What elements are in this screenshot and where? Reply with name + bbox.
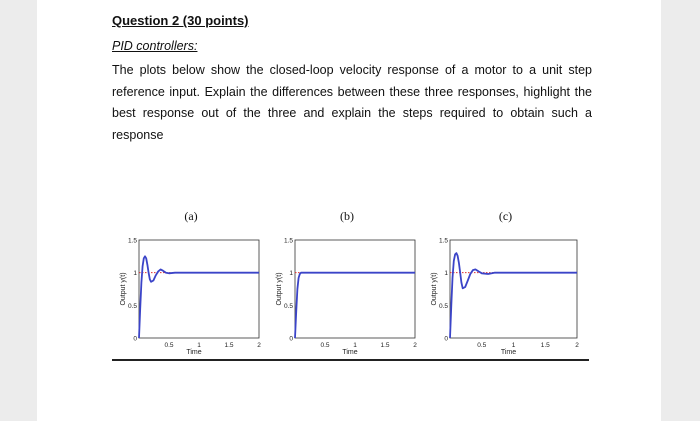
chart-1-response-line <box>138 255 259 339</box>
chart-2-ytick-label: 0.5 <box>284 303 293 310</box>
chart-2-ylabel: Output y(t) <box>276 272 283 305</box>
bottom-rule <box>112 359 589 361</box>
chart-1-xtick-label: 0.5 <box>164 342 173 349</box>
question-subtitle: PID controllers: <box>112 39 198 53</box>
plots-svg: (a) 0 0.5 1 1.5 0.5 1 1.5 2 Time Output y(t) (b) 0 0.… <box>120 209 579 356</box>
chart-3-ytick-label: 1.5 <box>439 238 448 245</box>
chart-2-xtick-label: 1.5 <box>380 342 389 349</box>
chart-2-frame <box>294 239 416 339</box>
chart-1-ytick-label: 1 <box>133 270 137 277</box>
chart-1-xtick-label: 1 <box>197 342 201 349</box>
chart-3-response-line <box>449 252 577 339</box>
chart-3-xtick-label: 2 <box>575 342 579 349</box>
chart-3-xtick-label: 1.5 <box>541 342 550 349</box>
chart-3-xlabel: Time <box>501 349 516 356</box>
chart-1-ytick-label: 1.5 <box>128 238 137 245</box>
chart-3-ytick-label: 0.5 <box>439 303 448 310</box>
plots-figure: (a) 0 0.5 1 1.5 0.5 1 1.5 2 Time Output y(t) (b) 0 0.… <box>37 195 661 370</box>
chart-3-ylabel: Output y(t) <box>431 272 438 305</box>
chart-3-frame <box>449 239 578 339</box>
chart-1-ylabel: Output y(t) <box>120 272 127 305</box>
chart-1-ytick-label: 0.5 <box>128 303 137 310</box>
chart-1-title: (a) <box>184 209 197 223</box>
chart-2-ytick-label: 1.5 <box>284 238 293 245</box>
chart-3-title: (c) <box>499 209 512 223</box>
chart-3-xtick-label: 0.5 <box>477 342 486 349</box>
chart-3-xtick-label: 1 <box>512 342 516 349</box>
chart-2-xtick-label: 1 <box>353 342 357 349</box>
chart-1-ytick-label: 0 <box>133 336 137 343</box>
chart-2-ytick-label: 1 <box>289 270 293 277</box>
chart-2-response-line <box>294 271 415 339</box>
chart-2-title: (b) <box>340 209 354 223</box>
chart-2-xlabel: Time <box>342 349 357 356</box>
chart-1-xtick-label: 2 <box>257 342 261 349</box>
document-page: Question 2 (30 points) PID controllers: … <box>37 0 661 421</box>
chart-2-xtick-label: 2 <box>413 342 417 349</box>
chart-1-xtick-label: 1.5 <box>224 342 233 349</box>
chart-3-ytick-label: 1 <box>444 270 448 277</box>
question-title: Question 2 (30 points) <box>112 13 249 28</box>
chart-2-xtick-label: 0.5 <box>320 342 329 349</box>
chart-2-ytick-label: 0 <box>289 336 293 343</box>
chart-3-ytick-label: 0 <box>444 336 448 343</box>
question-body: The plots below show the closed-loop vel… <box>112 63 592 142</box>
chart-1-xlabel: Time <box>186 349 201 356</box>
chart-1-frame <box>138 239 260 339</box>
